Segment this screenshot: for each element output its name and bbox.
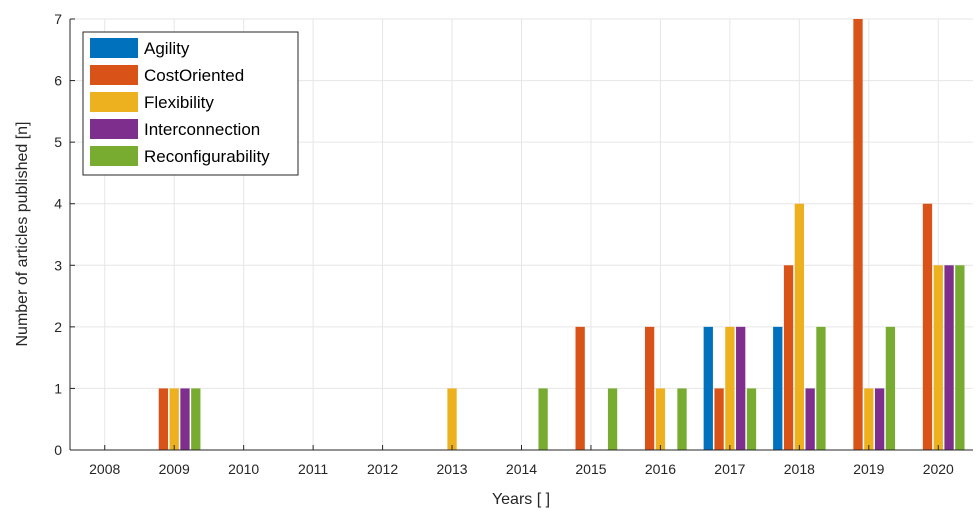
bar-costoriented-2019 xyxy=(853,19,863,450)
legend: Agility CostOriented Flexibility Interconne… xyxy=(82,31,299,176)
bar-interconnection-2019 xyxy=(874,388,885,450)
x-tick-label-2009: 2009 xyxy=(159,461,190,477)
y-tick-label-5: 5 xyxy=(54,134,62,150)
x-tick-labels: 2008 2009 2010 2011 2012 2013 2014 2015 2016 2017… xyxy=(89,461,954,477)
bar-reconfigurability-2017 xyxy=(746,388,757,450)
bar-reconfigurability-2020 xyxy=(955,265,965,450)
bar-flexibility-2009 xyxy=(169,388,179,450)
x-tick-label-2017: 2017 xyxy=(714,461,745,477)
bar-agility-2017 xyxy=(703,326,713,450)
legend-swatch-costoriented xyxy=(90,65,138,85)
legend-label-reconfigurability: Reconfigurability xyxy=(144,147,270,166)
x-tick-label-2016: 2016 xyxy=(645,461,676,477)
bar-agility-2018 xyxy=(773,326,783,450)
x-tick-label-2008: 2008 xyxy=(89,461,120,477)
bar-reconfigurability-2019 xyxy=(885,326,896,450)
x-tick-label-2014: 2014 xyxy=(506,461,537,477)
bar-flexibility-2018 xyxy=(794,203,804,450)
bar-costoriented-2009 xyxy=(158,388,169,450)
x-tick-label-2011: 2011 xyxy=(298,461,328,477)
y-tick-label-2: 2 xyxy=(54,319,62,335)
legend-swatch-agility xyxy=(90,38,138,58)
bar-reconfigurability-2015 xyxy=(607,388,618,450)
x-tick-label-2019: 2019 xyxy=(853,461,884,477)
bar-costoriented-2017 xyxy=(714,388,724,450)
bar-interconnection-2020 xyxy=(944,265,954,450)
bar-reconfigurability-2018 xyxy=(816,326,826,450)
y-tick-label-6: 6 xyxy=(54,73,62,89)
legend-label-flexibility: Flexibility xyxy=(144,93,214,112)
legend-swatch-interconnection xyxy=(90,119,138,139)
y-tick-label-3: 3 xyxy=(54,257,62,273)
x-tick-label-2010: 2010 xyxy=(228,461,259,477)
legend-swatch-flexibility xyxy=(90,92,138,112)
y-tick-labels: 0 1 2 3 4 5 6 7 xyxy=(54,11,62,458)
y-tick-label-0: 0 xyxy=(54,442,62,458)
bar-reconfigurability-2014 xyxy=(538,388,548,450)
y-tick-label-7: 7 xyxy=(54,11,62,27)
x-tick-label-2018: 2018 xyxy=(784,461,815,477)
bars xyxy=(158,19,965,450)
bar-flexibility-2019 xyxy=(864,388,874,450)
x-tick-label-2012: 2012 xyxy=(367,461,398,477)
legend-label-interconnection: Interconnection xyxy=(144,120,260,139)
bar-flexibility-2013 xyxy=(447,388,457,450)
bar-interconnection-2017 xyxy=(736,326,746,450)
x-tick-label-2020: 2020 xyxy=(923,461,954,477)
bar-costoriented-2015 xyxy=(575,326,585,450)
legend-label-agility: Agility xyxy=(144,39,190,58)
x-axis-label: Years [ ] xyxy=(492,491,550,508)
bar-flexibility-2020 xyxy=(933,265,943,450)
bar-costoriented-2020 xyxy=(922,203,933,450)
y-axis-label: Number of articles published [n] xyxy=(14,122,31,347)
bar-flexibility-2016 xyxy=(655,388,666,450)
x-tick-label-2013: 2013 xyxy=(436,461,467,477)
axes xyxy=(69,18,973,451)
bar-costoriented-2018 xyxy=(783,265,794,450)
bar-interconnection-2009 xyxy=(180,388,190,450)
y-tick-label-4: 4 xyxy=(54,196,62,212)
bar-costoriented-2016 xyxy=(644,326,655,450)
bar-reconfigurability-2009 xyxy=(191,388,201,450)
x-tick-label-2015: 2015 xyxy=(575,461,606,477)
bar-flexibility-2017 xyxy=(725,326,735,450)
bar-interconnection-2018 xyxy=(805,388,815,450)
legend-swatch-reconfigurability xyxy=(90,146,138,166)
bar-reconfigurability-2016 xyxy=(677,388,687,450)
legend-label-costoriented: CostOriented xyxy=(144,66,244,85)
y-tick-label-1: 1 xyxy=(54,380,62,396)
